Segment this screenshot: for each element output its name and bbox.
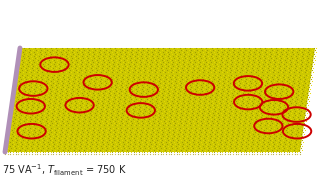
Text: 75 VA$^{-1}$, $T_{\rm filament}$ = 750 K: 75 VA$^{-1}$, $T_{\rm filament}$ = 750 K [2, 162, 127, 178]
Polygon shape [5, 48, 315, 152]
